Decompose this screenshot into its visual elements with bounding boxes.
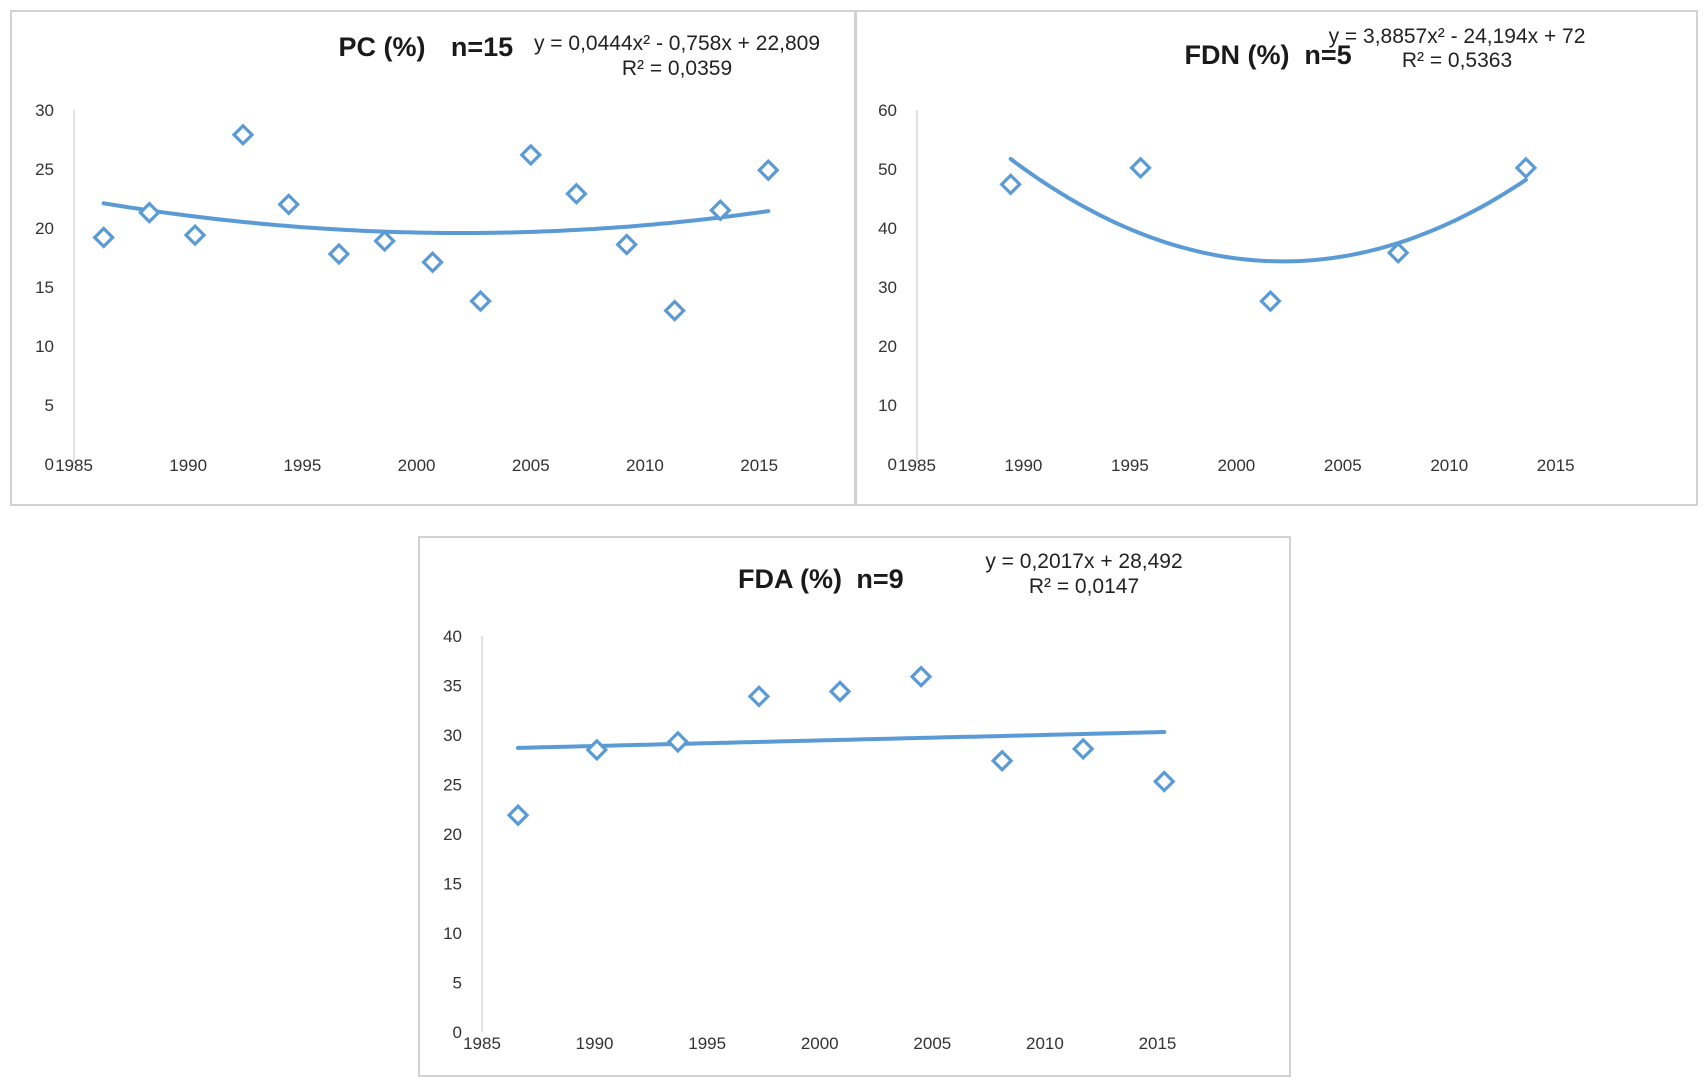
data-point-marker xyxy=(666,730,690,754)
r-squared-label: R² = 0,5363 xyxy=(1402,49,1512,72)
trendline xyxy=(101,201,771,235)
y-tick-label: 25 xyxy=(443,776,462,795)
y-tick-label: 20 xyxy=(35,219,54,238)
x-tick-label: 1990 xyxy=(1005,456,1043,475)
data-point-marker xyxy=(469,289,492,313)
data-point-marker xyxy=(990,749,1014,773)
data-point-marker xyxy=(1514,156,1538,180)
chart-panel-fdn: 0 10 20 30 40 50 60 1985 1990 1995 2000 2005 2010 201… xyxy=(855,10,1698,506)
x-tick-label: 2005 xyxy=(1324,456,1362,475)
data-point-marker xyxy=(585,738,609,762)
sample-size-label: n=9 xyxy=(856,564,903,594)
trendline xyxy=(1008,157,1528,264)
y-tick-label: 15 xyxy=(443,875,462,894)
x-tick-label: 2015 xyxy=(1537,456,1575,475)
y-tick-label: 5 xyxy=(453,974,462,993)
trendline-equation: y = 0,0444x² - 0,758x + 22,809 xyxy=(534,32,820,55)
data-point-marker xyxy=(327,242,351,266)
x-tick-label: 1990 xyxy=(576,1034,614,1053)
data-point-marker xyxy=(909,665,933,688)
y-tick-label: 35 xyxy=(443,677,462,696)
data-point-marker xyxy=(138,201,161,224)
trendline-equation: y = 0,2017x + 28,492 xyxy=(985,550,1182,573)
data-point-marker xyxy=(519,143,543,167)
chart-pc-svg: 0 5 10 15 20 25 30 1985 1990 1995 2000 2005 2010 2015… xyxy=(35,32,820,475)
data-point-marker xyxy=(565,182,588,206)
x-tick-label: 1995 xyxy=(1111,456,1149,475)
chart-title: PC (%) xyxy=(339,32,426,62)
chart-panel-fda: 0 5 10 15 20 25 30 35 40 1985 1990 1995 2000 2005 2010… xyxy=(418,536,1291,1077)
data-point-marker xyxy=(183,223,207,247)
data-point-marker xyxy=(1071,737,1095,761)
y-tick-label: 10 xyxy=(35,337,54,356)
chart-panel-pc: 0 5 10 15 20 25 30 1985 1990 1995 2000 2005 2010 2015… xyxy=(10,10,856,506)
data-point-marker xyxy=(709,199,732,222)
x-tick-label: 1995 xyxy=(283,456,321,475)
data-point-marker xyxy=(757,158,780,182)
data-point-marker xyxy=(663,299,686,322)
x-tick-label: 1985 xyxy=(898,456,936,475)
data-point-marker xyxy=(1259,289,1282,313)
x-tick-label: 1985 xyxy=(463,1034,501,1053)
data-point-marker xyxy=(421,250,444,274)
y-tick-label: 5 xyxy=(45,396,54,415)
data-point-marker xyxy=(1386,241,1410,265)
x-tick-label: 2000 xyxy=(1217,456,1255,475)
trendline-equation: y = 3,8857x² - 24,194x + 72 xyxy=(1329,25,1586,48)
trendline xyxy=(516,730,1167,750)
chart-title: FDN (%) xyxy=(1185,40,1290,70)
y-tick-label: 0 xyxy=(453,1023,462,1042)
x-tick-label: 2015 xyxy=(1139,1034,1177,1053)
chart-title: FDA (%) xyxy=(738,564,842,594)
y-tick-label: 0 xyxy=(888,455,897,474)
x-tick-label: 2010 xyxy=(1026,1034,1064,1053)
y-tick-label: 10 xyxy=(443,924,462,943)
data-point-marker xyxy=(1152,770,1176,793)
y-tick-label: 30 xyxy=(35,101,54,120)
data-point-marker xyxy=(373,229,396,253)
y-tick-label: 40 xyxy=(443,627,462,646)
x-tick-label: 2015 xyxy=(740,456,778,475)
y-tick-label: 40 xyxy=(878,219,897,238)
y-tick-label: 20 xyxy=(878,337,897,356)
data-point-marker xyxy=(999,173,1022,196)
y-tick-label: 50 xyxy=(878,160,897,179)
y-tick-label: 30 xyxy=(878,278,897,297)
y-tick-label: 30 xyxy=(443,726,462,745)
x-tick-label: 2000 xyxy=(398,456,436,475)
r-squared-label: R² = 0,0147 xyxy=(1029,575,1139,598)
y-tick-label: 60 xyxy=(878,101,897,120)
x-tick-label: 2010 xyxy=(626,456,664,475)
x-tick-label: 2000 xyxy=(801,1034,839,1053)
y-tick-label: 0 xyxy=(45,455,54,474)
chart-fdn-svg: 0 10 20 30 40 50 60 1985 1990 1995 2000 2005 2010 201… xyxy=(878,25,1586,475)
data-point-marker xyxy=(828,680,852,703)
sample-size-label: n=15 xyxy=(451,32,513,62)
data-point-marker xyxy=(92,226,115,249)
x-tick-label: 2005 xyxy=(512,456,550,475)
sample-size-label: n=5 xyxy=(1304,40,1351,70)
data-point-marker xyxy=(231,123,255,147)
data-point-marker xyxy=(747,685,771,708)
r-squared-label: R² = 0,0359 xyxy=(622,57,732,80)
data-point-marker xyxy=(615,233,638,256)
x-tick-label: 2005 xyxy=(913,1034,951,1053)
x-tick-label: 1990 xyxy=(169,456,207,475)
chart-fda-svg: 0 5 10 15 20 25 30 35 40 1985 1990 1995 2000 2005 2010… xyxy=(443,550,1183,1053)
x-tick-label: 1985 xyxy=(55,456,93,475)
data-point-marker xyxy=(277,193,300,216)
y-tick-label: 25 xyxy=(35,160,54,179)
data-point-marker xyxy=(506,803,530,827)
data-point-marker xyxy=(1129,156,1152,180)
y-tick-label: 15 xyxy=(35,278,54,297)
x-tick-label: 2010 xyxy=(1430,456,1468,475)
y-tick-label: 20 xyxy=(443,825,462,844)
y-tick-label: 10 xyxy=(878,396,897,415)
x-tick-label: 1995 xyxy=(688,1034,726,1053)
